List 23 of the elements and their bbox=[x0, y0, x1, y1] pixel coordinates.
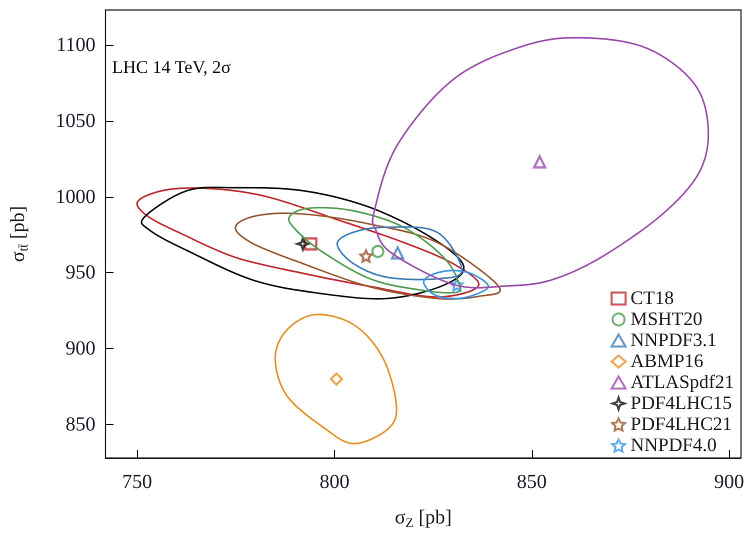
y-tick-label: 1000 bbox=[56, 186, 96, 208]
x-tick-label: 850 bbox=[516, 471, 547, 493]
x-tick-label: 900 bbox=[714, 471, 744, 493]
y-axis-title: σtt̄ [pb] bbox=[7, 206, 30, 262]
legend-label: MSHT20 bbox=[630, 309, 702, 330]
legend-label: NNPDF4.0 bbox=[630, 435, 717, 456]
legend-label: ATLASpdf21 bbox=[630, 372, 734, 393]
legend-label: PDF4LHC15 bbox=[630, 393, 732, 414]
y-tick-label: 900 bbox=[66, 338, 96, 360]
x-tick-label: 750 bbox=[122, 471, 152, 493]
y-tick-label: 850 bbox=[66, 414, 96, 436]
point bbox=[533, 155, 546, 168]
y-tick-label: 1100 bbox=[56, 34, 96, 56]
point bbox=[359, 249, 373, 263]
annotation: LHC 14 TeV, 2σ bbox=[112, 57, 232, 77]
point bbox=[371, 244, 384, 258]
legend-label: ABMP16 bbox=[630, 351, 704, 372]
y-tick-label: 950 bbox=[66, 262, 96, 284]
legend-label: NNPDF3.1 bbox=[630, 330, 717, 351]
legend-label: PDF4LHC21 bbox=[630, 414, 732, 435]
y-tick-label: 1050 bbox=[56, 110, 96, 132]
x-tick-label: 800 bbox=[319, 471, 350, 493]
legend-label: CT18 bbox=[630, 288, 674, 309]
